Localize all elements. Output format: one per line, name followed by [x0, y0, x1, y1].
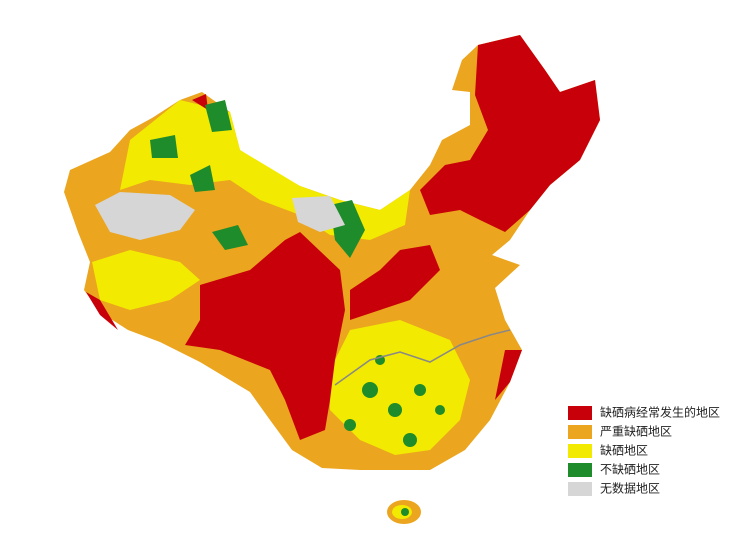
red-loess	[350, 245, 440, 320]
legend-label: 不缺硒地区	[600, 462, 660, 477]
red-southeast	[495, 350, 522, 400]
legend-swatch	[568, 425, 592, 439]
red-xinjiang-tip	[192, 94, 208, 110]
red-west-edge	[86, 292, 118, 330]
legend-label: 严重缺硒地区	[600, 424, 672, 439]
green-dzungaria	[190, 165, 215, 192]
green-tianshan	[150, 135, 178, 158]
green-south-spots	[344, 355, 445, 516]
nodata-tarim	[95, 192, 195, 240]
legend-label: 缺硒病经常发生的地区	[600, 405, 720, 420]
nodata-alashan	[292, 196, 345, 232]
legend-swatch	[568, 482, 592, 496]
green-altai	[205, 100, 232, 132]
legend-swatch	[568, 444, 592, 458]
china-map	[64, 35, 600, 524]
red-northeast	[420, 35, 600, 232]
legend-swatch	[568, 463, 592, 477]
yangtze-river	[334, 329, 511, 386]
legend-swatch	[568, 406, 592, 420]
legend-label: 缺硒地区	[600, 443, 648, 458]
green-qinghai	[212, 225, 248, 250]
yellow-south	[330, 320, 470, 455]
yellow-west	[92, 250, 200, 310]
red-tibet-sichuan	[185, 232, 345, 440]
legend-label: 无数据地区	[600, 481, 660, 496]
